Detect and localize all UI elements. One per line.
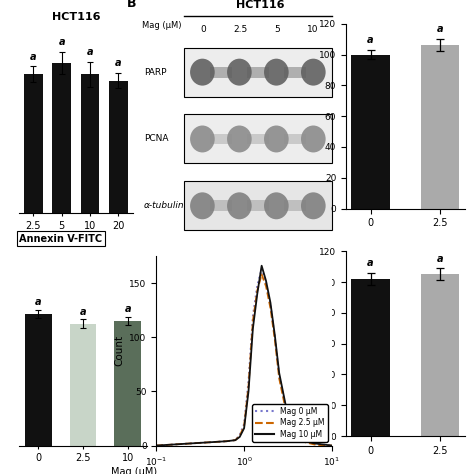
Bar — [284, 201, 306, 211]
Text: 5: 5 — [274, 26, 280, 34]
Text: a: a — [124, 304, 131, 314]
Text: α-tubulin: α-tubulin — [144, 201, 185, 210]
Legend: Mag 0 μM, Mag 2.5 μM, Mag 10 μM: Mag 0 μM, Mag 2.5 μM, Mag 10 μM — [252, 404, 328, 442]
Bar — [24, 74, 43, 213]
Bar — [210, 67, 232, 78]
Bar — [284, 67, 306, 78]
Bar — [210, 201, 232, 211]
Text: a: a — [367, 35, 374, 45]
Text: a: a — [115, 58, 122, 68]
Bar — [247, 201, 269, 211]
Text: a: a — [80, 307, 86, 317]
Text: Annexin V-FITC: Annexin V-FITC — [19, 234, 102, 244]
Ellipse shape — [190, 59, 215, 86]
Bar — [109, 81, 128, 213]
Bar — [421, 274, 459, 436]
Ellipse shape — [301, 126, 326, 153]
Text: a: a — [367, 258, 374, 268]
Ellipse shape — [227, 192, 252, 219]
Text: a: a — [437, 25, 443, 35]
Ellipse shape — [264, 192, 289, 219]
Text: a: a — [30, 52, 36, 62]
Text: 0: 0 — [200, 26, 206, 34]
Text: Mag (μM): Mag (μM) — [111, 467, 157, 474]
Text: 10: 10 — [307, 26, 319, 34]
Bar — [25, 314, 52, 446]
Ellipse shape — [227, 126, 252, 153]
Y-axis label: Count: Count — [114, 335, 124, 366]
Text: a: a — [87, 47, 93, 57]
Bar — [421, 45, 459, 209]
Text: B: B — [127, 0, 137, 10]
Bar — [184, 182, 332, 230]
Bar — [247, 134, 269, 145]
Ellipse shape — [190, 126, 215, 153]
Bar — [247, 67, 269, 78]
Ellipse shape — [301, 192, 326, 219]
Text: 2.5: 2.5 — [234, 26, 248, 34]
Bar — [70, 324, 96, 446]
Bar — [81, 74, 99, 213]
Bar — [184, 115, 332, 164]
Text: a: a — [58, 37, 65, 47]
Text: HCT116: HCT116 — [236, 0, 284, 10]
Text: PCNA: PCNA — [144, 135, 169, 144]
Ellipse shape — [190, 192, 215, 219]
Bar — [184, 48, 332, 97]
Text: Mag (μM): Mag (μM) — [142, 21, 182, 30]
Bar — [351, 279, 390, 436]
Bar — [53, 63, 71, 213]
Ellipse shape — [264, 126, 289, 153]
Bar — [284, 134, 306, 145]
Bar — [210, 134, 232, 145]
Bar — [114, 321, 141, 446]
Text: a: a — [35, 297, 42, 307]
Ellipse shape — [301, 59, 326, 86]
Bar — [351, 55, 390, 209]
Text: a: a — [437, 254, 443, 264]
Ellipse shape — [227, 59, 252, 86]
Title: HCT116: HCT116 — [52, 11, 100, 21]
Text: PARP: PARP — [144, 68, 166, 77]
Ellipse shape — [264, 59, 289, 86]
